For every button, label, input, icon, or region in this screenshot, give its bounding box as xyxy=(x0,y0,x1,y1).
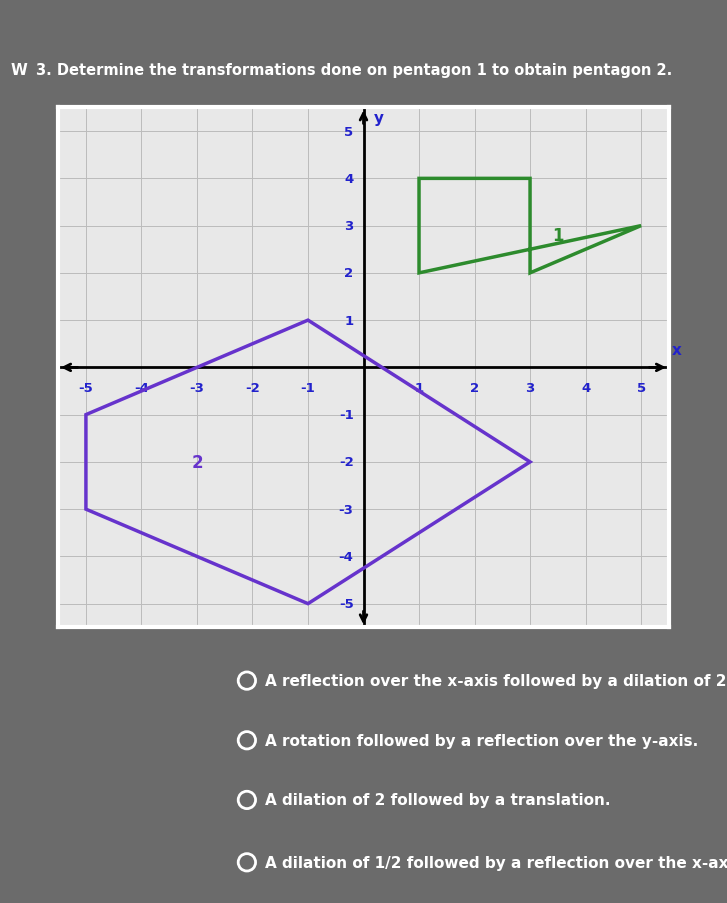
Text: 1: 1 xyxy=(414,381,424,395)
Text: 5: 5 xyxy=(637,381,646,395)
Text: 2: 2 xyxy=(191,453,203,471)
Text: 3: 3 xyxy=(345,219,353,233)
Text: x: x xyxy=(672,343,681,358)
Text: -3: -3 xyxy=(190,381,204,395)
Text: -4: -4 xyxy=(339,550,353,563)
Text: -5: -5 xyxy=(339,598,353,610)
Text: y: y xyxy=(374,111,384,126)
Text: -5: -5 xyxy=(79,381,93,395)
Text: 5: 5 xyxy=(345,126,353,138)
Text: 1: 1 xyxy=(552,227,563,245)
Text: 2: 2 xyxy=(345,267,353,280)
Text: A reflection over the x-axis followed by a dilation of 2.: A reflection over the x-axis followed by… xyxy=(265,674,727,688)
Text: A dilation of 2 followed by a translation.: A dilation of 2 followed by a translatio… xyxy=(265,793,610,807)
Text: A dilation of 1/2 followed by a reflection over the x-axis.: A dilation of 1/2 followed by a reflecti… xyxy=(265,855,727,870)
Text: -3: -3 xyxy=(339,503,353,517)
Text: -1: -1 xyxy=(300,381,316,395)
Text: 4: 4 xyxy=(581,381,590,395)
Text: -2: -2 xyxy=(339,456,353,469)
Text: 3. Determine the transformations done on pentagon 1 to obtain pentagon 2.: 3. Determine the transformations done on… xyxy=(36,62,672,78)
Text: 1: 1 xyxy=(345,314,353,327)
Text: -4: -4 xyxy=(134,381,149,395)
Text: -1: -1 xyxy=(339,409,353,422)
Text: 4: 4 xyxy=(345,172,353,186)
Text: A rotation followed by a reflection over the y-axis.: A rotation followed by a reflection over… xyxy=(265,733,698,748)
Text: -2: -2 xyxy=(245,381,260,395)
Text: W: W xyxy=(11,62,28,78)
Text: 3: 3 xyxy=(526,381,534,395)
Text: 2: 2 xyxy=(470,381,479,395)
